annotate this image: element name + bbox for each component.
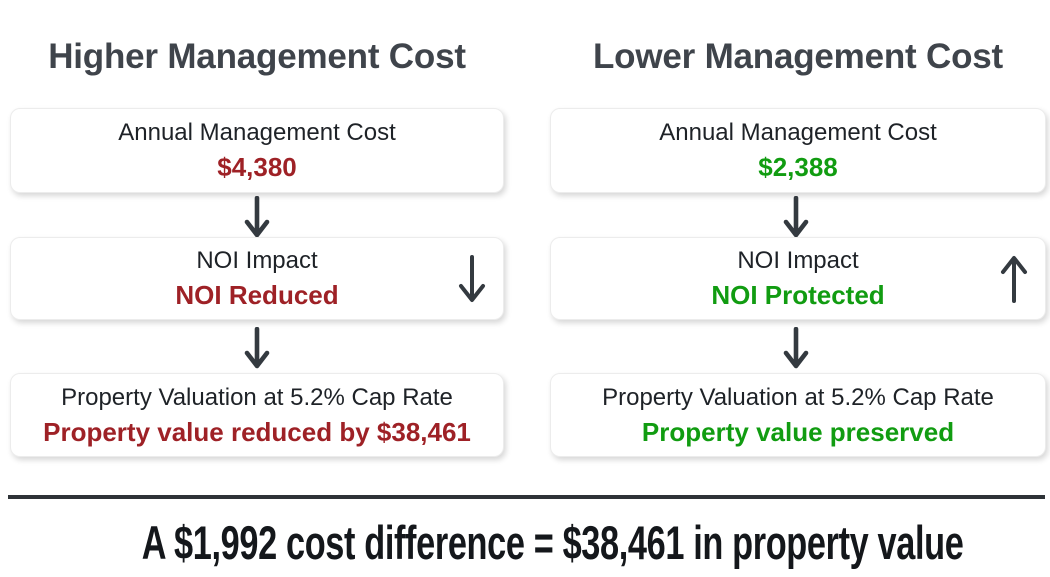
down-arrow-icon: [244, 327, 270, 369]
divider-line: [8, 495, 1045, 499]
box-value: $4,380: [217, 152, 297, 182]
noi-impact-box-higher: NOI Impact NOI Reduced: [10, 237, 504, 320]
down-arrow-icon: [783, 327, 809, 369]
annual-cost-box-higher: Annual Management Cost $4,380: [10, 108, 504, 193]
box-value: NOI Protected: [711, 280, 885, 310]
valuation-box-higher: Property Valuation at 5.2% Cap Rate Prop…: [10, 373, 504, 457]
box-value: Property value reduced by $38,461: [43, 416, 471, 447]
box-label: NOI Impact: [737, 247, 859, 274]
box-label: NOI Impact: [196, 247, 318, 274]
column-higher-cost: Higher Management Cost Annual Management…: [0, 0, 525, 500]
noi-impact-box-lower: NOI Impact NOI Protected: [550, 237, 1046, 320]
column-title-higher: Higher Management Cost: [48, 37, 466, 76]
up-trend-icon: [1001, 255, 1027, 303]
box-label: Annual Management Cost: [118, 119, 396, 146]
annual-cost-box-lower: Annual Management Cost $2,388: [550, 108, 1046, 193]
valuation-box-lower: Property Valuation at 5.2% Cap Rate Prop…: [550, 373, 1046, 457]
down-trend-icon: [459, 254, 485, 302]
box-label: Property Valuation at 5.2% Cap Rate: [61, 383, 453, 411]
summary-text: A $1,992 cost difference = $38,461 in pr…: [141, 516, 964, 569]
box-label: Annual Management Cost: [659, 119, 937, 146]
box-label: Property Valuation at 5.2% Cap Rate: [602, 383, 994, 411]
box-value: Property value preserved: [641, 416, 955, 447]
down-arrow-icon: [783, 196, 809, 238]
box-value: $2,388: [758, 152, 838, 182]
column-lower-cost: Lower Management Cost Annual Management …: [525, 0, 1050, 500]
box-value: NOI Reduced: [175, 280, 339, 310]
down-arrow-icon: [244, 196, 270, 238]
column-title-lower: Lower Management Cost: [592, 37, 1004, 76]
